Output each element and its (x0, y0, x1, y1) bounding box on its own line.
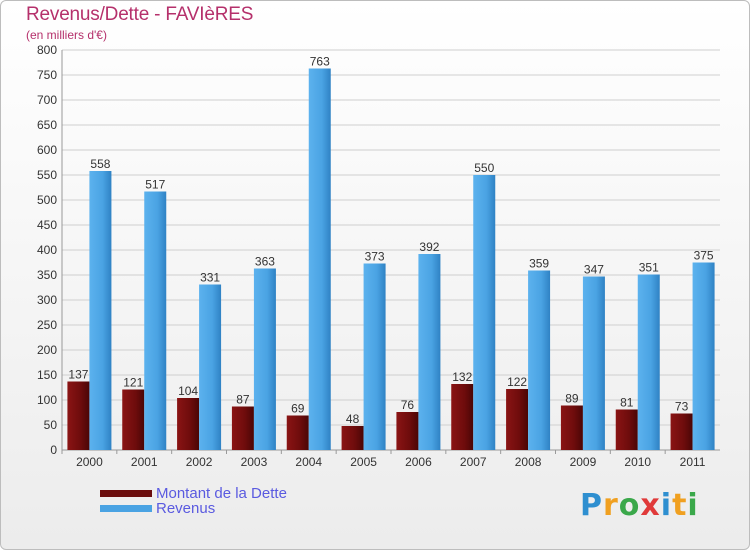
bar-dette-2004 (286, 415, 309, 450)
grid-lines (62, 49, 720, 451)
x-tick-label-2007: 2007 (460, 455, 487, 469)
data-label-dette-2011: 73 (675, 400, 689, 414)
bar-revenus-2008 (528, 270, 551, 450)
bar-revenus-2007 (473, 175, 496, 450)
data-label-dette-2009: 89 (565, 392, 579, 406)
x-tick-label-2001: 2001 (131, 455, 158, 469)
x-tick-label-2000: 2000 (76, 455, 103, 469)
x-tick-label-2003: 2003 (241, 455, 268, 469)
data-label-dette-2005: 48 (346, 412, 360, 426)
data-label-revenus-2001: 517 (145, 178, 165, 192)
data-label-revenus-2011: 375 (694, 249, 714, 263)
chart-subtitle: (en milliers d'€) (26, 28, 107, 42)
y-tick-label: 750 (37, 68, 57, 82)
data-label-dette-2006: 76 (401, 398, 415, 412)
y-tick-label: 550 (37, 168, 57, 182)
data-label-revenus-2006: 392 (419, 240, 439, 254)
legend: Montant de la Dette Revenus (100, 485, 287, 517)
bar-revenus-2009 (582, 276, 605, 450)
bar-revenus-2011 (692, 262, 715, 450)
bar-dette-2002 (177, 398, 200, 450)
data-label-revenus-2005: 373 (365, 250, 385, 264)
bar-revenus-2003 (253, 268, 276, 450)
bar-dette-2001 (122, 389, 145, 450)
bar-dette-2005 (341, 426, 364, 450)
data-label-revenus-2010: 351 (639, 261, 659, 275)
bar-dette-2000 (67, 381, 90, 450)
x-tick-label-2005: 2005 (350, 455, 377, 469)
y-tick-label: 100 (37, 393, 57, 407)
x-tick-label-2009: 2009 (570, 455, 597, 469)
data-label-revenus-2009: 347 (584, 263, 604, 277)
y-tick-label: 200 (37, 343, 57, 357)
data-label-revenus-2003: 363 (255, 255, 275, 269)
data-label-dette-2004: 69 (291, 402, 305, 416)
legend-item-dette: Montant de la Dette (100, 485, 287, 502)
bars (67, 68, 715, 450)
y-tick-label: 700 (37, 93, 57, 107)
bar-revenus-2010 (637, 274, 660, 450)
data-label-revenus-2000: 558 (90, 157, 110, 171)
bar-dette-2007 (451, 384, 474, 450)
bar-dette-2008 (506, 389, 529, 450)
bar-revenus-2002 (199, 284, 222, 450)
proxiti-logo: Proxiti (580, 488, 699, 523)
legend-swatch-dette (100, 490, 152, 497)
legend-swatch-revenus (100, 505, 152, 512)
x-tick-label-2004: 2004 (295, 455, 322, 469)
legend-label-revenus: Revenus (156, 500, 216, 517)
x-tick-label-2002: 2002 (186, 455, 213, 469)
y-tick-label: 50 (44, 418, 58, 432)
bar-dette-2009 (560, 405, 583, 450)
legend-item-revenus: Revenus (100, 500, 287, 517)
x-tick-label-2010: 2010 (624, 455, 651, 469)
x-tick-label-2011: 2011 (680, 455, 706, 469)
y-tick-label: 650 (37, 118, 57, 132)
bar-revenus-2000 (89, 171, 112, 450)
bar-dette-2006 (396, 412, 419, 450)
y-tick-label: 800 (37, 43, 57, 57)
data-label-dette-2000: 137 (68, 368, 88, 382)
data-label-revenus-2007: 550 (474, 161, 494, 175)
chart-title: Revenus/Dette - FAVIèRES (26, 4, 254, 25)
data-label-dette-2001: 121 (123, 376, 143, 390)
bar-dette-2011 (670, 413, 693, 450)
x-tick-label-2008: 2008 (515, 455, 542, 469)
bar-revenus-2001 (144, 191, 167, 450)
data-label-dette-2002: 104 (178, 384, 198, 398)
bar-dette-2010 (615, 409, 638, 450)
x-tick-label-2006: 2006 (405, 455, 432, 469)
data-label-dette-2010: 81 (620, 396, 634, 410)
bar-dette-2003 (231, 406, 254, 450)
data-label-dette-2008: 122 (507, 375, 527, 389)
data-label-dette-2007: 132 (452, 370, 472, 384)
y-tick-label: 500 (37, 193, 57, 207)
y-tick-label: 600 (37, 143, 57, 157)
y-tick-label: 150 (37, 368, 57, 382)
data-label-revenus-2004: 763 (310, 55, 330, 69)
data-labels: 137 558 121 517 104 331 87 363 69 763 48 373 76 392 13… (68, 55, 714, 427)
y-tick-label: 350 (37, 268, 57, 282)
data-label-revenus-2008: 359 (529, 257, 549, 271)
y-tick-label: 450 (37, 218, 57, 232)
data-label-revenus-2002: 331 (200, 271, 220, 285)
data-label-dette-2003: 87 (236, 393, 250, 407)
y-tick-label: 0 (50, 443, 57, 457)
y-tick-label: 300 (37, 293, 57, 307)
legend-label-dette: Montant de la Dette (156, 485, 287, 502)
bar-revenus-2006 (418, 254, 441, 450)
bar-revenus-2004 (308, 68, 331, 450)
axes: 0 50 100 150 200 250 300 350 400 450 500 550 600 650 7… (37, 43, 720, 469)
y-tick-label: 250 (37, 318, 57, 332)
y-tick-label: 400 (37, 243, 57, 257)
bar-revenus-2005 (363, 263, 386, 450)
